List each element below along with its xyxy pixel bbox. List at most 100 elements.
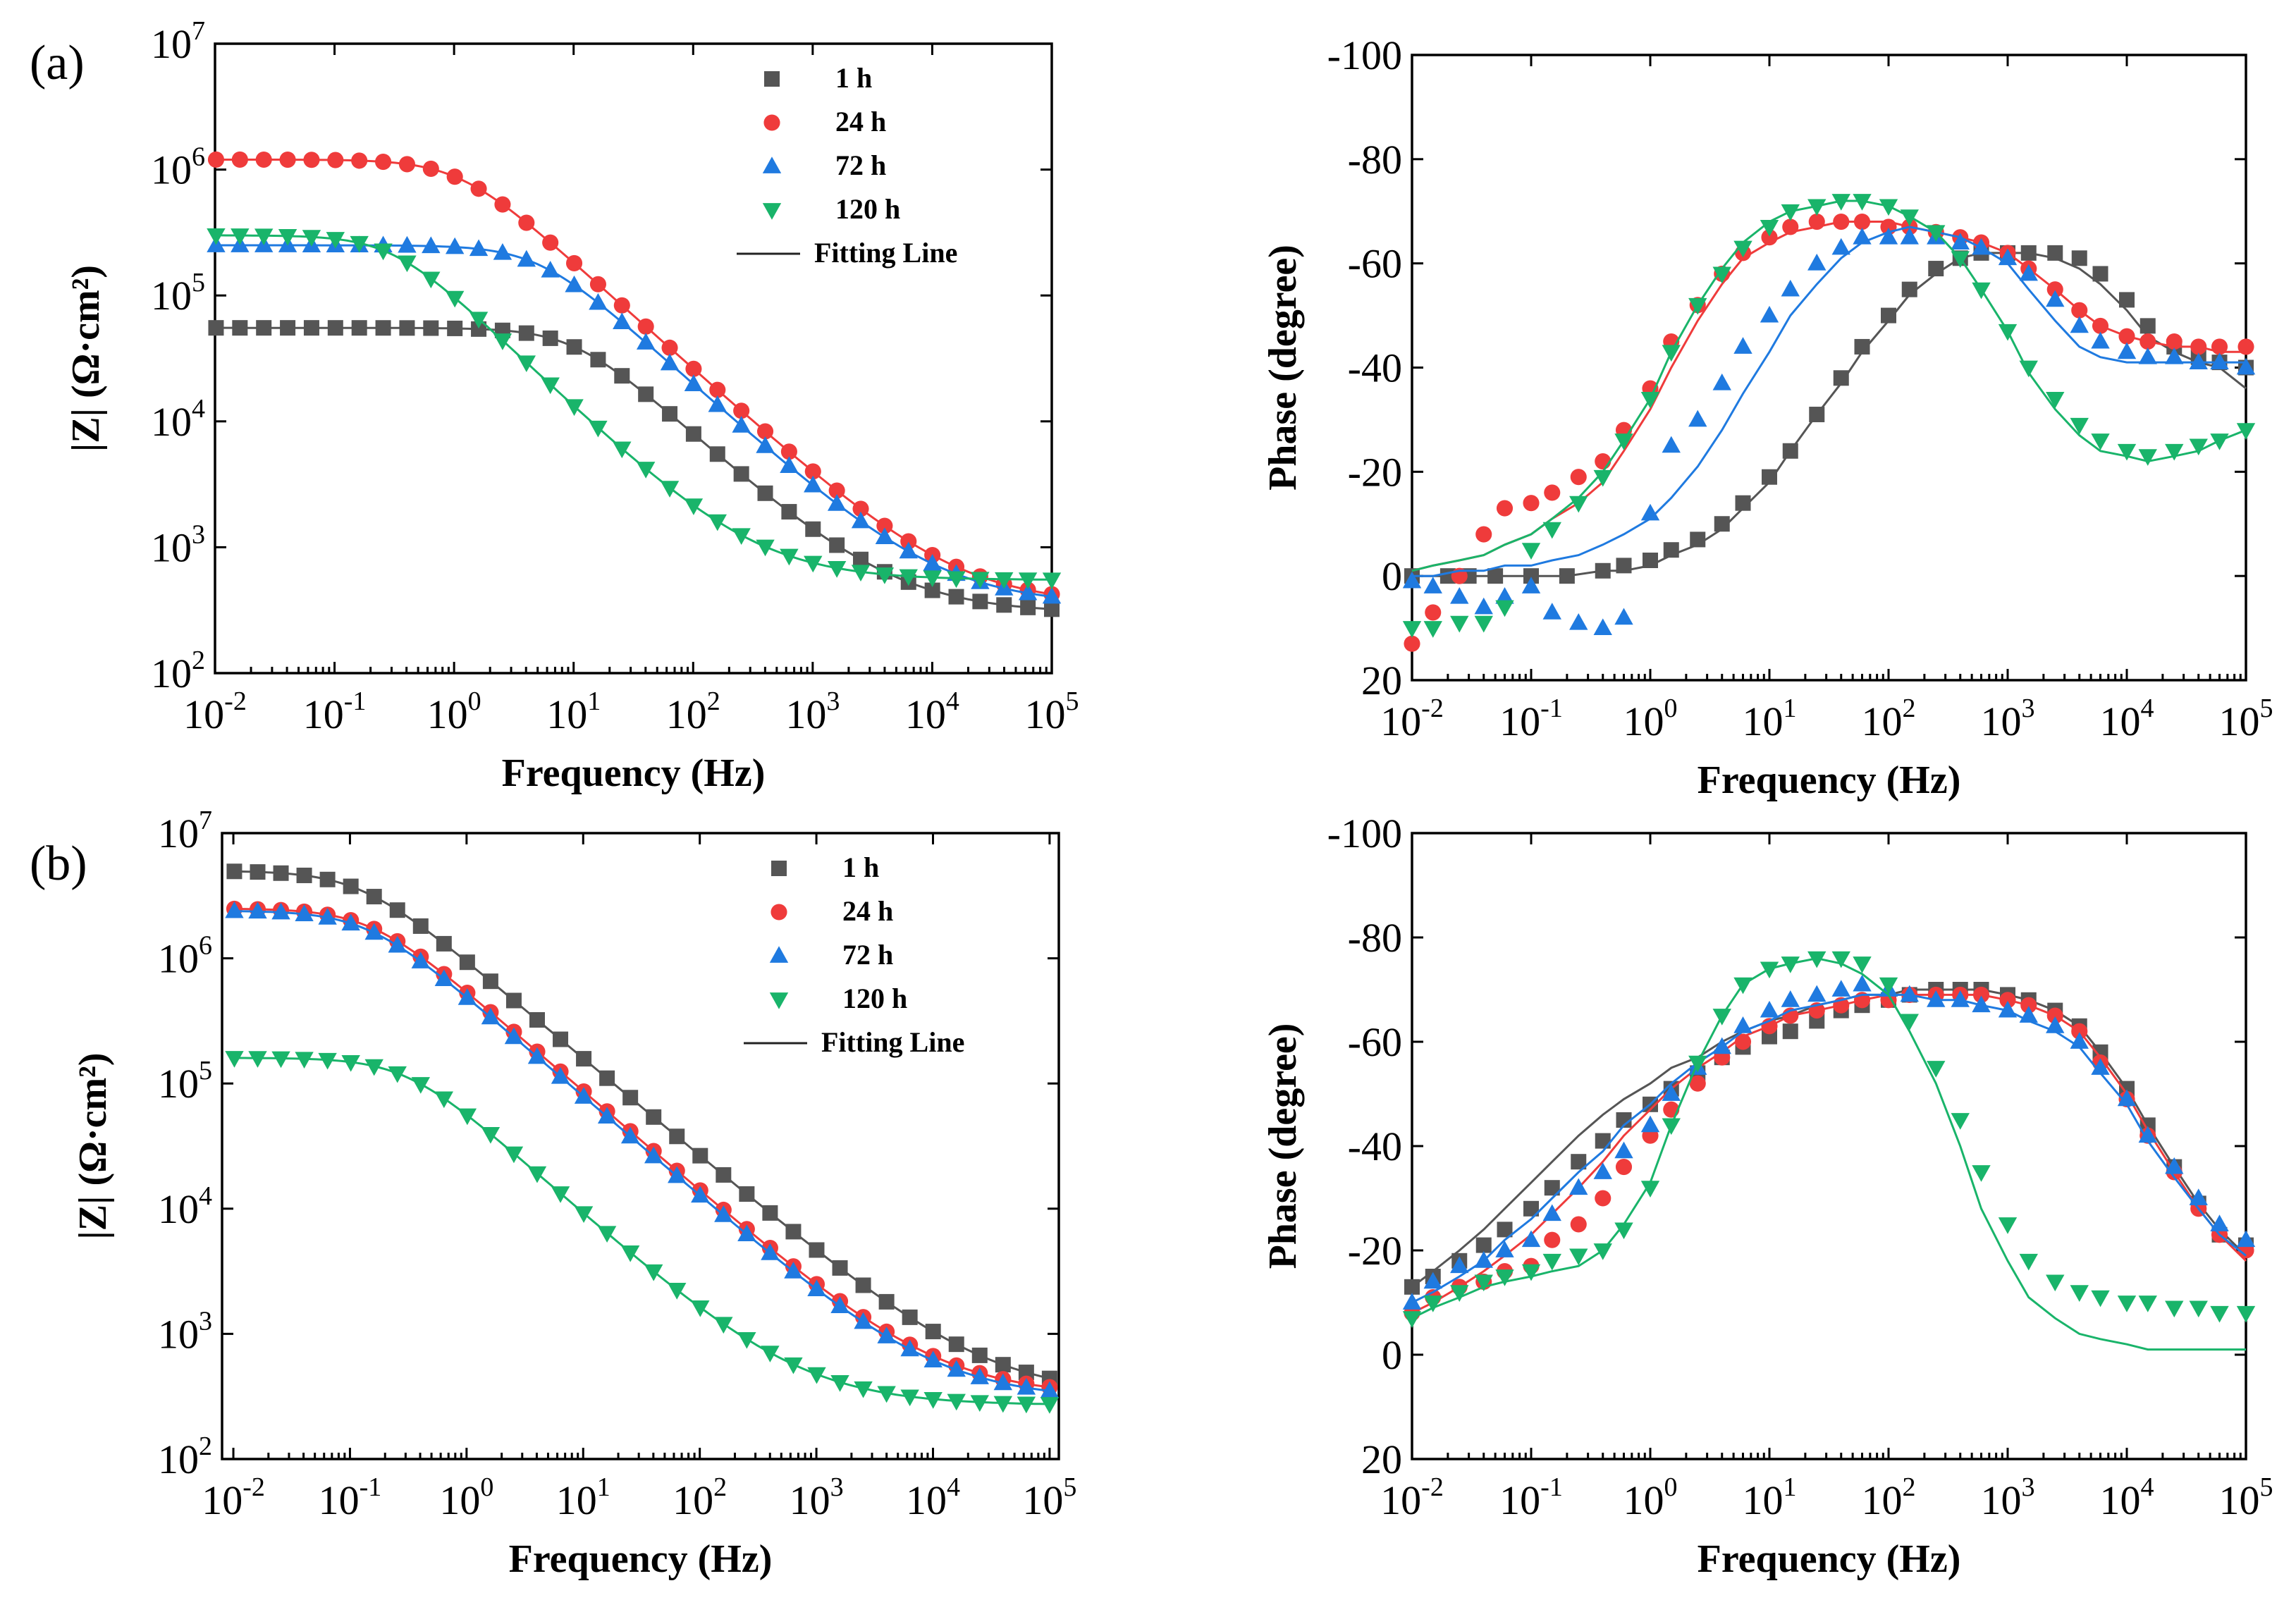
x-tick-label: 105 [2219,1472,2273,1523]
fit-line-72h [234,910,1050,1392]
point-72h [2210,1214,2229,1231]
point-72h [1495,1241,1514,1257]
point-120h [1521,1264,1541,1281]
fit-line-1h [234,870,1050,1380]
point-120h [1781,956,1800,973]
point-120h [1542,1253,1561,1271]
fit-line-120h [1411,957,2246,1351]
y-tick-label: 104 [158,1181,212,1232]
point-120h [1733,240,1752,258]
point-1h [389,902,405,918]
point-72h [1951,990,1970,1007]
point-72h [684,374,704,391]
point-120h [1927,1061,1946,1078]
point-1h [1487,568,1504,584]
point-1h [232,320,248,336]
point-120h [231,228,250,245]
y-axis-title: |Z| (Ω·cm²) [71,1052,115,1239]
point-120h [541,377,560,395]
point-72h [1018,583,1038,601]
point-1h [972,593,988,610]
point-120h [1402,1311,1422,1328]
point-120h [784,1357,803,1374]
point-120h [398,255,417,273]
point-120h [434,1091,454,1109]
point-1h [1762,469,1777,485]
legend-fit-label: Fitting Line [814,237,957,269]
point-24h [1570,469,1587,486]
point-1h [471,321,487,337]
point-72h [2091,1058,2110,1075]
point-24h [1523,495,1540,512]
point-72h [1521,577,1541,593]
point-72h [565,275,584,293]
point-24h [1761,229,1778,246]
point-120h [691,1300,710,1317]
point-120h [1688,297,1707,315]
point-120h [1927,225,1946,242]
point-120h [1807,951,1827,968]
point-120h [2117,443,2137,461]
point-24h [542,234,559,251]
legend-label: 1 h [835,62,872,94]
point-72h [271,902,290,920]
x-tick-label: 101 [1743,1472,1797,1523]
point-1h [902,1309,918,1325]
point-72h [597,1107,617,1124]
panel-label-a: (a) [30,36,85,90]
point-72h [2046,290,2065,307]
point-24h [1782,219,1799,235]
y-tick-label: 20 [1361,658,1402,703]
point-72h [923,554,942,571]
point-1h [1928,261,1944,277]
point-24h [661,339,678,356]
point-72h [1542,603,1561,620]
point-24h [207,151,225,168]
point-72h [1423,577,1442,593]
point-72h [620,1126,640,1144]
point-120h [1495,1269,1514,1286]
x-tick-label: 103 [785,687,840,737]
point-120h [923,1392,943,1409]
point-1h [662,406,678,422]
point-120h [1018,572,1038,589]
x-tick-label: 104 [2100,1472,2154,1523]
point-72h [756,436,775,453]
legend-label: 1 h [842,851,879,883]
point-120h [875,567,895,584]
x-tick-label: 101 [556,1472,610,1523]
point-24h [709,381,726,398]
point-72h [422,236,441,254]
point-72h [784,1262,803,1279]
point-72h [318,908,337,925]
point-120h [780,548,799,566]
y-tick-label: 106 [158,931,212,982]
y-tick-label: 103 [158,1306,212,1357]
x-axis-title: Frequency (Hz) [509,1537,773,1581]
point-72h [1853,227,1872,245]
point-72h [2236,357,2256,375]
point-1h [1782,1023,1798,1040]
point-1h [599,1070,615,1086]
point-72h [947,1360,966,1377]
x-tick-label: 104 [906,1472,960,1523]
point-120h [2070,417,2089,435]
y-tick-label: -40 [1348,345,1402,391]
x-tick-label: 105 [1025,687,1079,737]
point-1h [971,1347,988,1363]
point-120h [1712,1009,1731,1026]
point-120h [493,333,512,350]
point-1h [685,426,701,442]
point-120h [1495,600,1514,617]
y-tick-label: 0 [1382,553,1402,599]
legend: 1 h 24 h 72 h 120 h Fitting Line [744,851,964,1058]
y-tick-label: 104 [151,394,205,445]
point-72h [469,239,489,257]
point-1h [482,973,498,990]
point-24h [756,423,774,440]
legend-marker-72h [769,946,789,963]
point-72h [1402,571,1422,589]
point-120h [1712,266,1731,284]
point-72h [644,1146,663,1164]
point-120h [341,1054,360,1072]
